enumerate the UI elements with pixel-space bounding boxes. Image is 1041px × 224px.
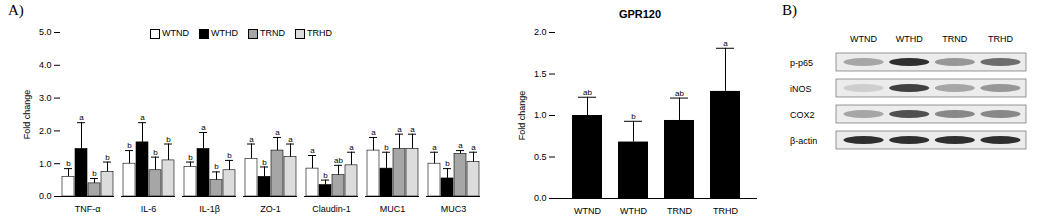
svg-text:3.0: 3.0 bbox=[39, 93, 52, 103]
svg-text:MUC3: MUC3 bbox=[441, 204, 467, 214]
svg-text:p-p65: p-p65 bbox=[790, 58, 813, 68]
svg-text:COX2: COX2 bbox=[790, 110, 815, 120]
svg-text:b: b bbox=[105, 153, 110, 162]
svg-text:a: a bbox=[79, 113, 84, 122]
svg-text:IL-1β: IL-1β bbox=[199, 204, 220, 214]
svg-text:ZO-1: ZO-1 bbox=[260, 204, 281, 214]
svg-text:4.0: 4.0 bbox=[39, 60, 52, 70]
svg-text:ab: ab bbox=[583, 88, 592, 97]
svg-text:0.5: 0.5 bbox=[534, 152, 547, 162]
svg-text:b: b bbox=[92, 169, 97, 178]
svg-text:1.0: 1.0 bbox=[39, 159, 52, 169]
html-text:A): A) bbox=[8, 2, 24, 18]
svg-text:IL-6: IL-6 bbox=[141, 204, 157, 214]
svg-text:b: b bbox=[166, 135, 171, 144]
svg-text:b: b bbox=[445, 159, 450, 168]
svg-text:Claudin-1: Claudin-1 bbox=[312, 204, 351, 214]
svg-text:a: a bbox=[201, 123, 206, 132]
svg-text:ab: ab bbox=[675, 89, 684, 98]
svg-text:2.0: 2.0 bbox=[39, 126, 52, 136]
svg-text:β-actin: β-actin bbox=[790, 136, 817, 146]
svg-text:1.0: 1.0 bbox=[534, 110, 547, 120]
svg-text:a: a bbox=[249, 135, 254, 144]
svg-text:WTND: WTND bbox=[574, 206, 601, 216]
svg-text:a: a bbox=[471, 143, 476, 152]
svg-text:b: b bbox=[66, 159, 71, 168]
svg-text:a: a bbox=[371, 128, 376, 137]
svg-text:WTHD: WTHD bbox=[620, 206, 647, 216]
svg-text:b: b bbox=[262, 158, 267, 167]
svg-text:WTHD: WTHD bbox=[896, 34, 923, 44]
svg-text:b: b bbox=[214, 162, 219, 171]
svg-text:0.0: 0.0 bbox=[39, 191, 52, 201]
html-text:GPR120: GPR120 bbox=[618, 8, 662, 20]
svg-text:MUC1: MUC1 bbox=[380, 204, 406, 214]
svg-text:1.5: 1.5 bbox=[534, 69, 547, 79]
html-text:WTHD: WTHD bbox=[211, 28, 238, 38]
svg-text:TRND: TRND bbox=[942, 34, 967, 44]
svg-text:a: a bbox=[140, 113, 145, 122]
svg-text:0.0: 0.0 bbox=[534, 193, 547, 203]
svg-text:b: b bbox=[631, 112, 636, 121]
svg-text:a: a bbox=[723, 39, 728, 48]
svg-text:ab: ab bbox=[334, 156, 343, 165]
svg-text:b: b bbox=[153, 148, 158, 157]
svg-text:a: a bbox=[410, 125, 415, 134]
svg-text:b: b bbox=[384, 143, 389, 152]
svg-text:a: a bbox=[310, 146, 315, 155]
svg-text:b: b bbox=[323, 171, 328, 180]
svg-text:b: b bbox=[227, 151, 232, 160]
svg-text:Fold change: Fold change bbox=[22, 90, 32, 140]
svg-text:a: a bbox=[275, 128, 280, 137]
html-text:B): B) bbox=[782, 2, 797, 18]
svg-text:b: b bbox=[188, 153, 193, 162]
svg-text:a: a bbox=[397, 125, 402, 134]
svg-text:TNF-α: TNF-α bbox=[75, 204, 101, 214]
svg-text:2.0: 2.0 bbox=[534, 27, 547, 37]
html-text:TRHD: TRHD bbox=[307, 28, 332, 38]
svg-text:TRHD: TRHD bbox=[988, 34, 1013, 44]
svg-text:Fold change: Fold change bbox=[517, 91, 527, 141]
html-text:TRND: TRND bbox=[260, 28, 285, 38]
svg-text:WTND: WTND bbox=[850, 34, 877, 44]
svg-text:a: a bbox=[458, 141, 463, 150]
svg-text:TRHD: TRHD bbox=[713, 206, 738, 216]
svg-text:iNOS: iNOS bbox=[790, 84, 812, 94]
svg-text:a: a bbox=[432, 143, 437, 152]
html-text:WTND: WTND bbox=[162, 28, 189, 38]
svg-text:a: a bbox=[349, 143, 354, 152]
svg-text:5.0: 5.0 bbox=[39, 27, 52, 37]
svg-text:TRND: TRND bbox=[667, 206, 692, 216]
svg-text:a: a bbox=[288, 135, 293, 144]
svg-text:b: b bbox=[127, 141, 132, 150]
